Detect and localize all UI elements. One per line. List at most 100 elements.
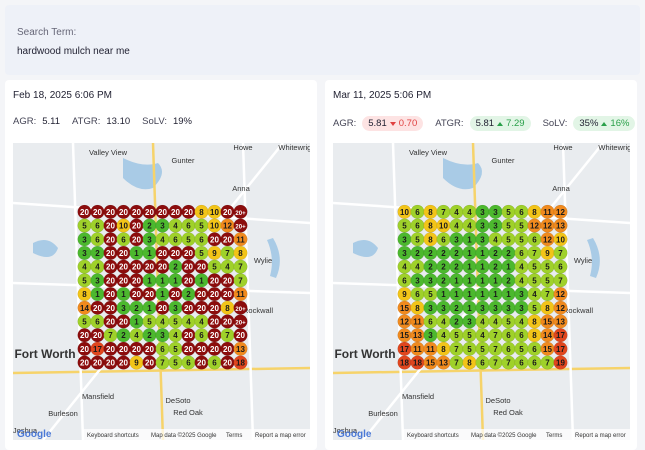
rank-label: 7 <box>225 249 230 258</box>
rank-label: 5 <box>506 208 511 217</box>
rank-label: 1 <box>199 276 204 285</box>
map-footer-link: Keyboard shortcuts <box>87 433 139 439</box>
rank-label: 12 <box>223 222 232 231</box>
metric-badge: 5.81 7.29 <box>469 116 531 131</box>
rank-label: 20 <box>197 345 206 354</box>
rank-label: 8 <box>225 304 230 313</box>
rank-label: 20 <box>197 304 206 313</box>
rank-label: 20 <box>145 290 154 299</box>
rank-label: 4 <box>454 222 459 231</box>
rank-label: 5 <box>199 249 204 258</box>
place-label: Anna <box>232 184 250 193</box>
metric-name: ATGR: <box>435 118 464 129</box>
rank-label: 5 <box>173 359 178 368</box>
place-label: Howe <box>233 143 252 152</box>
metric-change: 7.29 <box>506 118 525 129</box>
rank-label: 20 <box>132 276 141 285</box>
rank-label: 20 <box>132 263 141 272</box>
rank-label: 11 <box>426 345 435 354</box>
rank-label: 1 <box>467 276 472 285</box>
rank-label: 20 <box>184 276 193 285</box>
map-footer-link: Keyboard shortcuts <box>407 433 459 439</box>
rank-label: 5 <box>467 345 472 354</box>
rank-label: 20 <box>184 249 193 258</box>
rank-label: 2 <box>454 263 459 272</box>
metrics: AGR: 5.81 0.70 ATGR: 5.81 7.29 SoLV: 35% 16% <box>333 116 636 131</box>
rank-label: 20 <box>106 235 115 244</box>
rank-label: 3 <box>519 304 524 313</box>
rank-label: 20 <box>223 208 232 217</box>
metric-change: 16% <box>610 118 630 129</box>
rank-label: 6 <box>199 331 204 340</box>
panel: Feb 18, 2025 6:06 PM AGR: 5.11 ATGR: 13.10 So… <box>5 80 317 450</box>
rank-pin <box>553 300 568 315</box>
rank-pin <box>553 204 568 219</box>
rank-label: 20 <box>132 235 141 244</box>
place-label: Whitewright <box>598 143 630 152</box>
rank-label: 3 <box>506 304 511 313</box>
rank-label: 3 <box>493 208 498 217</box>
rank-label: 2 <box>441 263 446 272</box>
rank-label: 20 <box>106 249 115 258</box>
rank-label: 2 <box>441 276 446 285</box>
rank-label: 20+ <box>235 320 246 326</box>
metric: SoLV: 19% <box>142 116 192 127</box>
rank-label: 20 <box>171 290 180 299</box>
rank-label: 20 <box>106 208 115 217</box>
rank-label: 5 <box>415 235 420 244</box>
rank-pin <box>553 287 568 302</box>
rank-label: 4 <box>519 263 524 272</box>
rank-label: 1 <box>480 276 485 285</box>
rank-pin <box>233 218 248 233</box>
rank-label: 3 <box>428 276 433 285</box>
place-label: Mansfield <box>82 392 114 401</box>
rank-label: 3 <box>160 331 165 340</box>
rank-label: 6 <box>480 359 485 368</box>
rank-label: 7 <box>160 359 165 368</box>
rank-pin <box>233 232 248 247</box>
rank-pin <box>233 273 248 288</box>
rank-label: 20 <box>93 304 102 313</box>
metric-value: 5.81 <box>368 118 387 129</box>
rank-label: 5 <box>186 235 191 244</box>
rank-label: 20 <box>80 331 89 340</box>
rank-label: 1 <box>134 317 139 326</box>
rank-label: 12 <box>556 290 565 299</box>
rank-label: 4 <box>467 208 472 217</box>
rank-label: 4 <box>225 263 230 272</box>
rank-label: 2 <box>506 276 511 285</box>
map-footer-link: Report a map error <box>255 433 306 439</box>
rank-label: 4 <box>493 235 498 244</box>
rank-label: 10 <box>210 222 219 231</box>
rank-label: 5 <box>519 235 524 244</box>
map-footer-link: Report a map error <box>575 433 626 439</box>
rank-label: 20 <box>158 263 167 272</box>
rank-label: 5 <box>532 276 537 285</box>
rank-label: 20 <box>223 317 232 326</box>
rank-label: 5 <box>519 345 524 354</box>
metric-value: 5.11 <box>42 116 61 127</box>
rank-label: 11 <box>413 345 422 354</box>
rank-label: 7 <box>225 331 230 340</box>
rank-label: 8 <box>199 208 204 217</box>
metric: ATGR: 13.10 <box>72 116 130 127</box>
rank-label: 6 <box>506 345 511 354</box>
rank-label: 20 <box>119 263 128 272</box>
rank-label: 2 <box>121 331 126 340</box>
rank-label: 20 <box>210 235 219 244</box>
rank-label: 1 <box>467 263 472 272</box>
rank-label: 6 <box>121 235 126 244</box>
rank-label: 5 <box>199 222 204 231</box>
lake <box>443 158 482 190</box>
map-footer-link: Terms <box>226 433 242 439</box>
rank-label: 20 <box>119 317 128 326</box>
rank-label: 3 <box>480 304 485 313</box>
rank-label: 2 <box>134 304 139 313</box>
rank-label: 6 <box>160 345 165 354</box>
rank-label: 20 <box>106 304 115 313</box>
metric: ATGR: 5.81 7.29 <box>435 116 531 131</box>
rank-label: 20 <box>132 345 141 354</box>
place-label: Burleson <box>368 409 398 418</box>
rank-pin <box>553 218 568 233</box>
map-footer-link: Map data ©2025 Google <box>471 432 537 439</box>
